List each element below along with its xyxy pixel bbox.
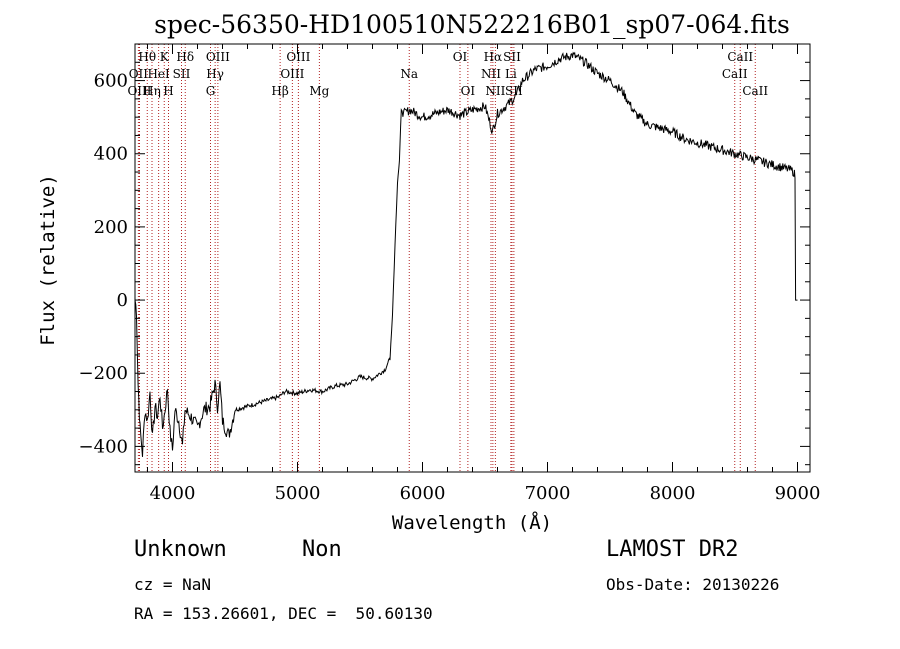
line-label-26: CaII bbox=[727, 50, 753, 64]
line-label-5: K bbox=[160, 50, 170, 64]
line-label-8: Hδ bbox=[176, 50, 194, 64]
x-tick-label-7000: 7000 bbox=[525, 483, 571, 504]
obs-date: Obs-Date: 20130226 bbox=[606, 575, 780, 594]
object-class: Unknown bbox=[134, 537, 227, 562]
line-label-20: Hα bbox=[484, 50, 503, 64]
redshift: cz = NaN bbox=[134, 575, 212, 594]
line-label-3: Hη bbox=[143, 84, 161, 98]
y-tick-label-0: 0 bbox=[117, 290, 128, 311]
x-tick-label-4000: 4000 bbox=[150, 483, 196, 504]
line-label-7: SII bbox=[173, 67, 191, 81]
chart-title: spec-56350-HD100510N522216B01_sp07-064.f… bbox=[154, 10, 790, 39]
line-label-9: G bbox=[206, 84, 216, 98]
line-labels: HθOIIOIIIHηHeIKHSIIHδGHγOIIIHβOIIIOIIIMg… bbox=[127, 50, 768, 98]
x-axis-label: Wavelength (Å) bbox=[392, 511, 552, 534]
line-label-4: HeI bbox=[147, 67, 170, 81]
line-label-14: OIII bbox=[286, 50, 310, 64]
line-label-27: CaII bbox=[742, 84, 768, 98]
line-label-22: Li bbox=[505, 67, 517, 81]
line-label-17: OI bbox=[453, 50, 468, 64]
line-label-0: Hθ bbox=[138, 50, 156, 64]
x-tick-label-5000: 5000 bbox=[275, 483, 321, 504]
line-label-25: CaII bbox=[722, 67, 748, 81]
line-label-18: OI bbox=[461, 84, 476, 98]
survey-name: LAMOST DR2 bbox=[606, 537, 739, 562]
line-label-23: SII bbox=[503, 50, 521, 64]
y-tick-label-200: 200 bbox=[94, 217, 128, 238]
x-tick-label-6000: 6000 bbox=[400, 483, 446, 504]
spectrum-line bbox=[134, 51, 798, 457]
coordinates: RA = 153.26601, DEC = 50.60130 bbox=[134, 604, 433, 623]
line-label-2: OIII bbox=[127, 84, 151, 98]
y-tick-label-600: 600 bbox=[94, 71, 128, 92]
x-axis: 4000 5000 6000 7000 8000 9000 bbox=[147, 44, 821, 504]
y-tick-label--200: −200 bbox=[79, 363, 128, 384]
y-tick-label--400: −400 bbox=[79, 436, 128, 457]
line-label-16: Na bbox=[400, 67, 418, 81]
line-label-15: Mg bbox=[309, 84, 329, 98]
x-tick-label-8000: 8000 bbox=[650, 483, 696, 504]
line-label-6: H bbox=[163, 84, 173, 98]
line-label-1: OII bbox=[129, 67, 149, 81]
x-tick-label-9000: 9000 bbox=[775, 483, 821, 504]
line-label-13: OIII bbox=[280, 67, 304, 81]
line-label-10: Hγ bbox=[206, 67, 224, 81]
y-tick-label-400: 400 bbox=[94, 144, 128, 165]
y-axis: −400 −200 0 200 400 600 bbox=[79, 61, 810, 466]
y-axis-label: Flux (relative) bbox=[37, 174, 59, 346]
line-label-21: NII bbox=[485, 84, 505, 98]
line-markers bbox=[137, 44, 756, 472]
line-label-11: OIII bbox=[206, 50, 230, 64]
object-subclass: Non bbox=[302, 537, 342, 562]
line-label-19: NII bbox=[481, 67, 501, 81]
line-label-12: Hβ bbox=[271, 84, 288, 98]
